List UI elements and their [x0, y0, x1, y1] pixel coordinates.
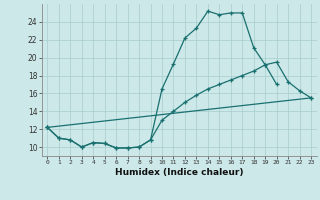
X-axis label: Humidex (Indice chaleur): Humidex (Indice chaleur) [115, 168, 244, 177]
